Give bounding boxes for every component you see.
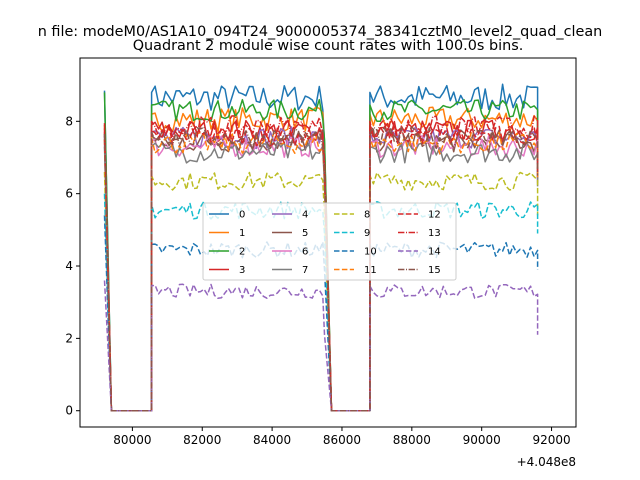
x-tick-label: 82000 bbox=[183, 433, 221, 447]
x-tick-label: 80000 bbox=[113, 433, 151, 447]
legend-label: 7 bbox=[302, 265, 308, 276]
x-tick-label: 84000 bbox=[253, 433, 291, 447]
legend-label: 14 bbox=[428, 247, 441, 258]
y-tick-label: 8 bbox=[65, 114, 73, 128]
y-tick-label: 4 bbox=[65, 259, 73, 273]
legend-label: 6 bbox=[302, 247, 308, 258]
series-8-line bbox=[103, 171, 539, 412]
x-tick-label: 90000 bbox=[463, 433, 501, 447]
series-14-line bbox=[103, 280, 539, 412]
series-15-line bbox=[103, 126, 539, 412]
y-axis: 0 2 4 6 8 bbox=[65, 114, 80, 418]
series-13-line bbox=[103, 115, 539, 412]
x-axis: 80000 82000 84000 86000 88000 90000 92000 bbox=[113, 427, 571, 447]
legend-label: 9 bbox=[364, 228, 370, 239]
legend-label: 2 bbox=[239, 247, 245, 258]
plot-frame bbox=[79, 57, 577, 428]
legend-label: 11 bbox=[364, 265, 377, 276]
series-12-line bbox=[103, 125, 539, 412]
legend-label: 3 bbox=[239, 265, 245, 276]
legend-label: 12 bbox=[428, 210, 441, 221]
chart-title: Quadrant 2 module wise count rates with … bbox=[133, 38, 524, 54]
figure-suptitle: n file: modeM0/AS1A10_094T24_9000005374_… bbox=[38, 24, 603, 40]
series-10-line bbox=[103, 215, 539, 412]
y-tick-label: 0 bbox=[65, 404, 73, 418]
legend-label: 15 bbox=[428, 265, 441, 276]
x-offset-label: +4.048e8 bbox=[517, 455, 576, 469]
y-tick-label: 6 bbox=[65, 187, 73, 201]
legend-box bbox=[202, 202, 457, 281]
x-tick-label: 92000 bbox=[532, 433, 570, 447]
y-tick-label: 2 bbox=[65, 331, 73, 345]
legend-label: 1 bbox=[239, 228, 245, 239]
x-tick-label: 88000 bbox=[393, 433, 431, 447]
x-tick-label: 86000 bbox=[323, 433, 361, 447]
legend-label: 5 bbox=[302, 228, 308, 239]
legend-label: 13 bbox=[428, 228, 441, 239]
legend-label: 0 bbox=[239, 210, 245, 221]
legend-label: 8 bbox=[364, 210, 370, 221]
legend-label: 4 bbox=[302, 210, 308, 221]
legend-label: 10 bbox=[364, 247, 377, 258]
